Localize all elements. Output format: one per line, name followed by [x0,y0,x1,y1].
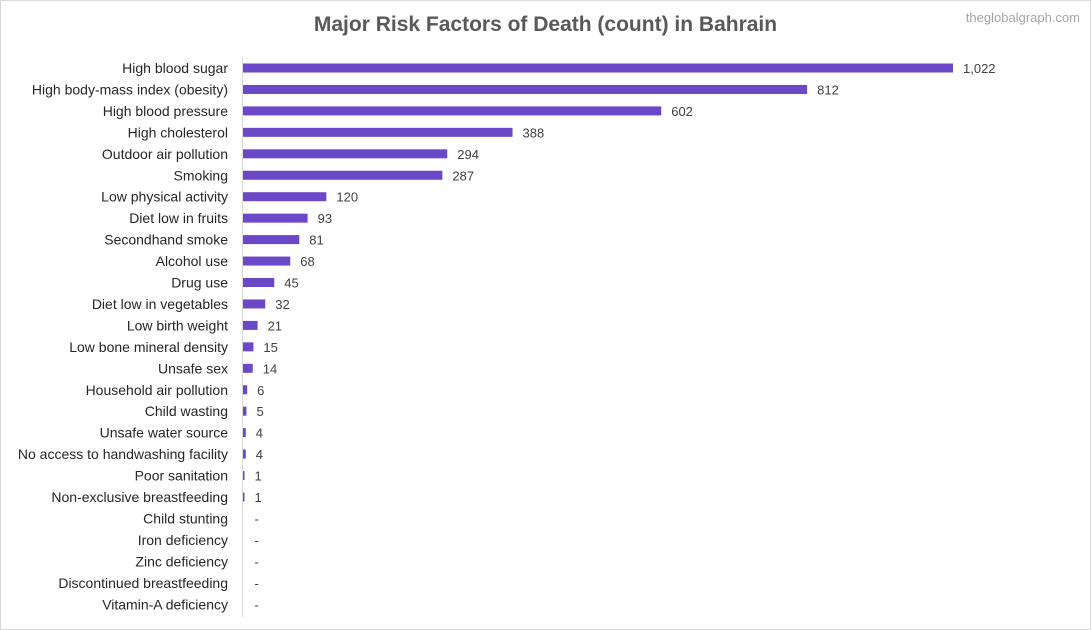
category-label: Discontinued breastfeeding [58,575,228,591]
bar [243,170,443,180]
bar [243,299,266,309]
value-label: 68 [300,254,314,269]
category-label: Diet low in fruits [129,210,228,226]
category-label: Zinc deficiency [135,553,228,569]
category-label: Low birth weight [127,317,228,333]
value-label: 1 [255,490,262,505]
bar [243,235,300,245]
value-label: 294 [457,147,479,162]
value-label: 32 [275,297,289,312]
value-label: 812 [817,82,839,97]
value-label: 14 [263,361,277,376]
value-label: 388 [523,125,545,140]
value-label: 93 [318,211,332,226]
category-label: Unsafe sex [158,360,228,376]
watermark: theglobalgraph.com [965,10,1080,25]
value-label: 602 [671,104,693,119]
bars-group: High blood sugar 1,022 High body-mass inde… [18,60,996,612]
bar [243,84,808,94]
value-label: 4 [256,447,263,462]
value-label: - [255,511,259,526]
bar [243,363,253,373]
value-label: - [255,533,259,548]
chart-title: Major Risk Factors of Death (count) in B… [313,13,778,36]
bar [243,213,308,223]
value-label: 120 [336,190,358,205]
value-label: 1 [255,469,262,484]
category-label: Drug use [171,275,228,291]
bar [243,149,448,159]
category-label: Household air pollution [86,382,228,398]
category-label: Non-exclusive breastfeeding [51,489,228,505]
category-label: Vitamin-A deficiency [102,596,228,612]
value-label: 81 [309,233,323,248]
category-label: High cholesterol [128,124,228,140]
category-label: Diet low in vegetables [92,296,228,312]
bar [243,127,513,137]
value-label: 45 [284,276,298,291]
value-label: 5 [256,404,263,419]
category-label: High blood sugar [122,60,228,76]
value-label: 287 [452,168,474,183]
category-label: Child stunting [143,510,228,526]
bar [243,385,248,395]
bar [243,449,246,459]
category-label: Secondhand smoke [104,232,228,248]
value-label: - [255,597,259,612]
category-label: High body-mass index (obesity) [32,81,228,97]
category-label: Low bone mineral density [69,339,228,355]
bar [243,192,327,202]
category-label: Unsafe water source [100,425,229,441]
bar [243,320,258,330]
bar [243,492,245,502]
bar [243,342,254,352]
bar [243,63,953,73]
bar [243,278,275,287]
bar [243,428,246,438]
value-label: 6 [257,383,264,398]
category-label: Alcohol use [156,253,229,269]
category-label: Smoking [174,167,228,183]
category-label: High blood pressure [103,103,229,119]
category-label: Outdoor air pollution [102,146,228,162]
category-label: Child wasting [145,403,228,419]
category-label: Iron deficiency [138,532,228,548]
bar [243,471,245,481]
category-label: No access to handwashing facility [18,446,228,462]
bar [243,106,662,116]
value-label: 15 [263,340,277,355]
value-label: 21 [268,318,282,333]
bar [243,406,247,416]
category-label: Low physical activity [101,189,228,205]
value-label: 1,022 [963,61,996,76]
value-label: - [255,554,259,569]
value-label: - [255,576,259,591]
bar [243,256,291,266]
value-label: 4 [256,426,263,441]
category-label: Poor sanitation [135,468,228,484]
